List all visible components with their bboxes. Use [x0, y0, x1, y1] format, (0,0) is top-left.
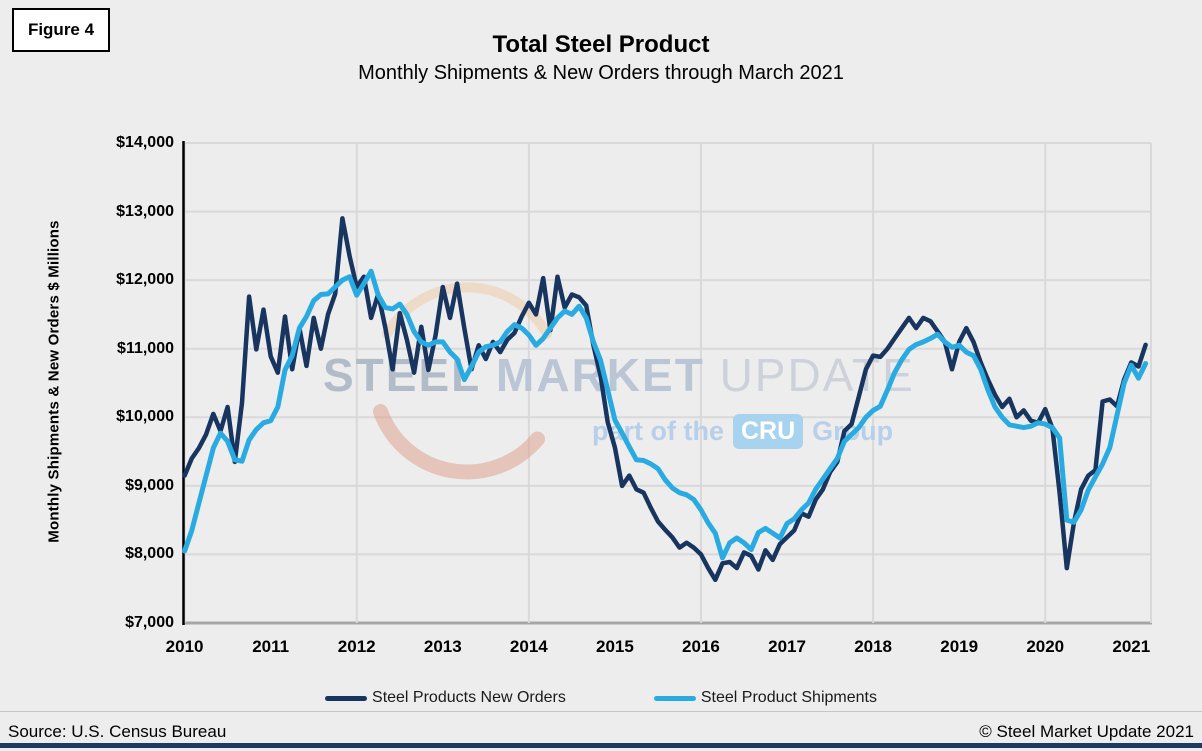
legend-label-new-orders: Steel Products New Orders [372, 689, 566, 706]
legend-swatch-shipments [653, 695, 696, 701]
x-tick-label: 2015 [595, 637, 634, 656]
chart-legend: Steel Products New Orders Steel Product … [0, 689, 1202, 707]
bottom-accent-bar [0, 743, 1202, 748]
x-tick-label: 2018 [854, 637, 893, 656]
chart-title: Total Steel Product [492, 31, 710, 58]
legend-item-new-orders: Steel Products New Orders [325, 689, 566, 707]
x-tick-label: 2020 [1026, 637, 1065, 656]
y-tick-label: $13,000 [116, 202, 174, 220]
y-tick-label: $12,000 [116, 271, 174, 289]
x-tick-label: 2019 [940, 637, 979, 656]
x-tick-label: 2017 [768, 637, 806, 656]
source-credit: Source: U.S. Census Bureau [8, 722, 227, 741]
legend-item-shipments: Steel Product Shipments [653, 689, 877, 707]
copyright-notice: © Steel Market Update 2021 [979, 722, 1194, 741]
x-tick-label: 2014 [509, 637, 548, 656]
y-tick-label: $7,000 [125, 614, 174, 631]
x-tick-label: 2012 [337, 637, 376, 656]
x-tick-label: 2013 [423, 637, 462, 656]
chart-subtitle: Monthly Shipments & New Orders through M… [358, 62, 844, 84]
y-tick-label: $11,000 [117, 339, 174, 357]
x-tick-label: 2016 [682, 637, 720, 656]
y-tick-label: $9,000 [125, 476, 174, 494]
figure-label-box: Figure 4 [12, 8, 110, 52]
y-tick-label: $10,000 [116, 408, 174, 426]
y-tick-label: $8,000 [125, 545, 174, 563]
y-tick-label: $14,000 [116, 134, 174, 151]
legend-label-shipments: Steel Product Shipments [700, 689, 877, 706]
x-tick-label: 2011 [252, 637, 290, 656]
footer: Source: U.S. Census Bureau © Steel Marke… [0, 711, 1202, 748]
x-tick-label: 2010 [165, 637, 204, 656]
legend-swatch-new-orders [325, 695, 368, 701]
x-tick-label: 2021 [1112, 637, 1151, 656]
figure-label: Figure 4 [27, 20, 95, 39]
